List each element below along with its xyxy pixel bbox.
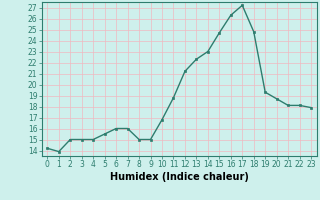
X-axis label: Humidex (Indice chaleur): Humidex (Indice chaleur) <box>110 172 249 182</box>
